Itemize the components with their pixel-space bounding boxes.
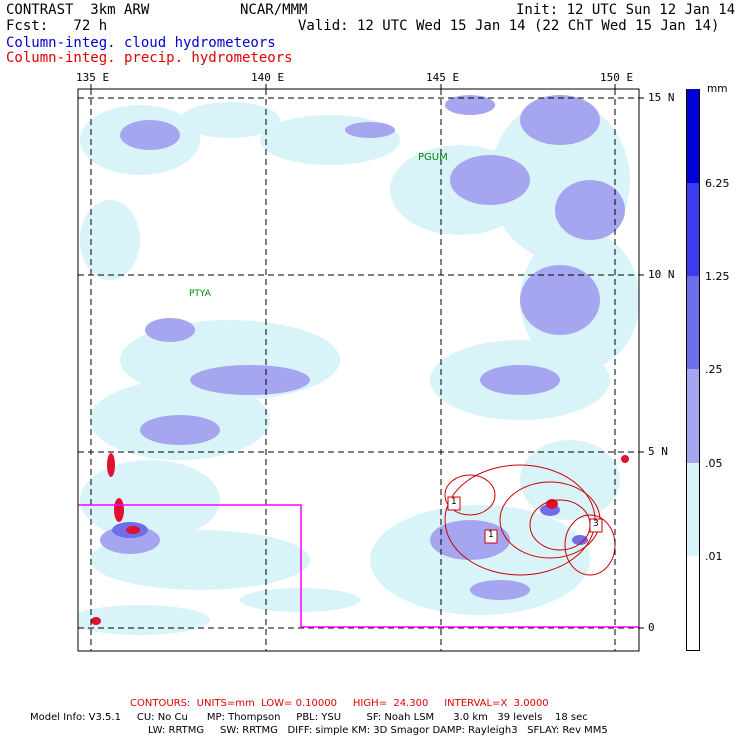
colorbar-band-3	[686, 276, 700, 369]
colorbar-tick-0-01: .01	[705, 550, 723, 563]
colorbar-tick-6-25: 6.25	[705, 177, 730, 190]
contour-label-3: 3	[593, 519, 599, 529]
lon-label-135: 135 E	[76, 71, 110, 84]
colorbar-band-5	[686, 463, 700, 556]
colorbar-band-1	[686, 89, 700, 183]
model-info-line2: LW: RRTMG SW: RRTMG DIFF: simple KM: 3D …	[148, 725, 608, 736]
map-frame	[77, 88, 640, 652]
station-ptya: PTYA	[189, 289, 211, 299]
model-title: CONTRAST 3km ARW	[6, 2, 150, 18]
colorbar-unit: mm	[707, 83, 728, 95]
lon-label-140: 140 E	[251, 71, 285, 84]
contours-info: CONTOURS: UNITS=mm LOW= 0.10000 HIGH= 24…	[130, 698, 549, 709]
contour-label-1a: 1	[451, 497, 457, 507]
legend-cloud: Column-integ. cloud hydrometeors	[6, 35, 276, 51]
lat-label-10n: 10 N	[648, 268, 675, 281]
contour-label-1b: 1	[488, 530, 494, 540]
org-label: NCAR/MMM	[240, 2, 308, 18]
boundary-line	[78, 504, 639, 628]
model-info-line1: Model Info: V3.5.1 CU: No Cu MP: Thompso…	[30, 712, 588, 723]
lat-label-0: 0	[648, 621, 655, 634]
lon-label-150: 150 E	[600, 71, 634, 84]
latlon-grid	[78, 89, 639, 651]
colorbar-tick-0-25: .25	[705, 363, 723, 376]
lat-label-5n: 5 N	[648, 445, 668, 458]
legend-precip: Column-integ. precip. hydrometeors	[6, 50, 293, 66]
init-time: Init: 12 UTC Sun 12 Jan 14	[516, 2, 736, 18]
valid-time: Valid: 12 UTC Wed 15 Jan 14 (22 ChT Wed …	[298, 18, 720, 34]
lon-label-145: 145 E	[426, 71, 460, 84]
colorbar-band-2	[686, 183, 700, 276]
colorbar-tick-1-25: 1.25	[705, 270, 730, 283]
contour-labels	[447, 496, 603, 544]
colorbar-band-6	[686, 556, 700, 651]
forecast-hour: Fcst: 72 h	[6, 18, 108, 34]
colorbar-tick-0-05: .05	[705, 457, 723, 470]
station-pgum: PGUM	[418, 152, 448, 163]
cloud-field	[78, 95, 639, 635]
colorbar-band-4	[686, 369, 700, 463]
lat-label-15n: 15 N	[648, 91, 675, 104]
